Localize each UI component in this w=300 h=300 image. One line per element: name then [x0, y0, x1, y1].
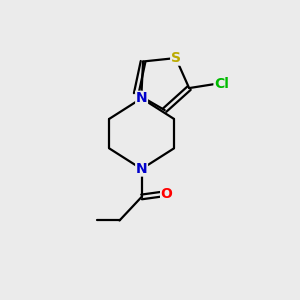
Text: N: N [136, 91, 147, 105]
Text: Cl: Cl [214, 77, 229, 91]
Text: S: S [171, 51, 181, 65]
Text: O: O [161, 187, 172, 201]
Text: N: N [136, 162, 147, 176]
